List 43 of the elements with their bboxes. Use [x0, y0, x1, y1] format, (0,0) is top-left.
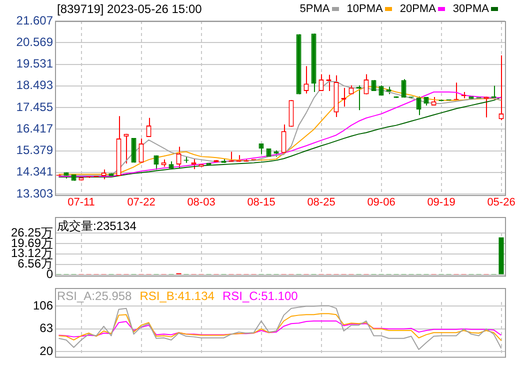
- series-label: RSI_C:51.100: [222, 289, 298, 303]
- y-tick-label: 26.25万: [10, 225, 53, 240]
- x-tick-label: 09-19: [427, 196, 456, 209]
- candlestick: [401, 78, 406, 98]
- candlestick: [101, 168, 106, 180]
- y-tick-label: 17.455: [16, 100, 54, 114]
- y-tick-label: 18.493: [16, 78, 54, 92]
- candlestick: [138, 138, 144, 164]
- y-tick-label: 20: [40, 344, 54, 358]
- y-tick-label: 13.303: [16, 186, 54, 200]
- y-tick-label: 19.531: [16, 56, 54, 71]
- bar: [498, 237, 504, 274]
- candlestick: [326, 74, 332, 92]
- y-tick-label: 15.379: [16, 143, 54, 158]
- y-tick-label: 106: [32, 298, 54, 313]
- x-tick-label: 07-11: [68, 196, 95, 209]
- x-tick-label: 08-15: [247, 196, 276, 209]
- legend-label: 20PMA: [400, 3, 436, 15]
- y-tick-label: 63: [40, 321, 54, 336]
- x-tick-label: 07-22: [127, 196, 156, 209]
- y-tick-label: 20.569: [16, 34, 54, 49]
- candlestick: [154, 154, 159, 170]
- x-tick-label: 08-03: [187, 196, 216, 209]
- series-label: RSI_A:25.958: [57, 289, 132, 303]
- legend-label: 5PMA: [300, 3, 330, 15]
- x-tick-label: 08-25: [307, 196, 336, 209]
- chart-title: [839719] 2023-05-26 15:00: [57, 2, 202, 16]
- y-tick-label: 16.417: [16, 121, 54, 136]
- candlestick: [304, 66, 309, 94]
- x-tick-label: 09-06: [367, 196, 396, 209]
- legend-label: 10PMA: [346, 3, 383, 15]
- series-label: RSI_B:41.134: [140, 289, 214, 303]
- candlestick: [146, 117, 152, 138]
- candlestick: [281, 124, 286, 154]
- candlestick: [364, 74, 369, 95]
- candlestick: [318, 74, 324, 92]
- candlestick: [176, 146, 182, 168]
- legend-label: 30PMA: [452, 3, 489, 15]
- y-tick-label: 21.607: [16, 13, 54, 28]
- chart-title: 成交量:235134: [57, 218, 136, 235]
- y-tick-label: 14.341: [16, 164, 54, 179]
- x-tick-label: 05-26: [487, 196, 516, 209]
- candlestick: [416, 96, 422, 116]
